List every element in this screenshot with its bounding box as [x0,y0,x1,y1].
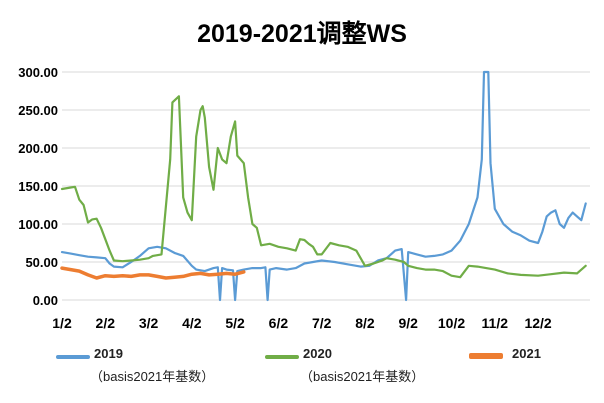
y-tick-label: 300.00 [18,65,58,80]
x-tick-label: 9/2 [398,315,418,331]
y-tick-label: 250.00 [18,103,58,118]
x-tick-label: 5/2 [225,315,245,331]
series-line-2021 [60,266,246,280]
legend-label-2019: 2019 [94,346,123,361]
y-axis-ticks: 0.00 50.00 100.00 150.00 200.00 250.00 300.00 [18,65,58,308]
y-tick-label: 100.00 [18,217,58,232]
x-tick-label: 3/2 [139,315,159,331]
x-tick-label: 10/2 [438,315,465,331]
x-tick-label: 11/2 [482,315,509,331]
x-tick-label: 12/2 [524,315,551,331]
x-tick-label: 8/2 [355,315,375,331]
legend-label-2020: 2020 [303,346,332,361]
x-tick-label: 4/2 [182,315,202,331]
legend-swatch-2020 [265,355,299,359]
x-tick-label: 2/2 [96,315,116,331]
chart-title: 2019-2021调整WS [197,20,407,48]
series-lines [60,70,587,302]
y-tick-label: 200.00 [18,141,58,156]
y-tick-label: 0.00 [33,293,58,308]
y-tick-label: 50.00 [25,255,58,270]
legend-note-2019: （basis2021年基数） [90,369,215,384]
series-line-2019 [60,70,587,302]
y-tick-label: 150.00 [18,179,58,194]
series-line-2020 [60,95,587,279]
x-axis-ticks: 1/2 2/2 3/2 4/2 5/2 6/2 7/2 8/2 9/2 10/2 11/2 12/2 [52,315,552,331]
x-tick-label: 7/2 [312,315,332,331]
x-tick-label: 1/2 [52,315,72,331]
legend-label-2021: 2021 [512,346,541,361]
legend-note-2020: （basis2021年基数） [300,369,425,384]
legend-swatch-2021 [469,353,503,359]
legend-swatch-2019 [56,355,90,359]
x-tick-label: 6/2 [269,315,289,331]
